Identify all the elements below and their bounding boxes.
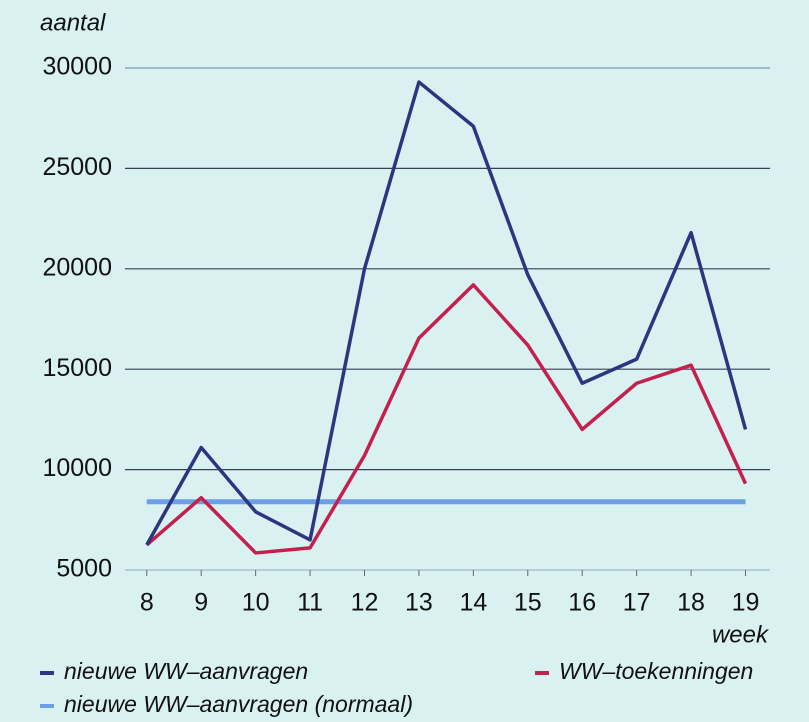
y-tick-label: 20000: [42, 253, 112, 281]
y-tick-label: 5000: [56, 555, 112, 583]
legend-label: nieuwe WW–aanvragen (normaal): [64, 691, 413, 717]
y-tick-label: 10000: [42, 454, 112, 482]
line-series: [145, 80, 748, 546]
y-tick-label: 25000: [42, 153, 112, 181]
x-tick-label: 9: [194, 589, 208, 617]
legend-label: WW–toekenningen: [559, 658, 753, 684]
x-axis-label: week: [712, 621, 770, 648]
x-tick-label: 19: [732, 589, 760, 617]
x-tick-label: 12: [351, 589, 379, 617]
x-tick-label: 10: [242, 589, 270, 617]
x-tick-label: 17: [623, 589, 651, 617]
line-series: [145, 283, 748, 555]
x-tick-label: 18: [677, 589, 705, 617]
legend-label: nieuwe WW–aanvragen: [64, 658, 308, 684]
x-tick-label: 8: [140, 589, 154, 617]
x-tick-label: 14: [459, 589, 487, 617]
x-tick-label: 11: [297, 589, 323, 617]
y-axis-label: aantal: [40, 9, 106, 36]
x-tick-label: 16: [568, 589, 596, 617]
x-tick-label: 15: [514, 589, 542, 617]
y-tick-label: 15000: [42, 354, 112, 382]
x-tick-label: 13: [405, 589, 433, 617]
y-tick-label: 30000: [42, 53, 112, 81]
